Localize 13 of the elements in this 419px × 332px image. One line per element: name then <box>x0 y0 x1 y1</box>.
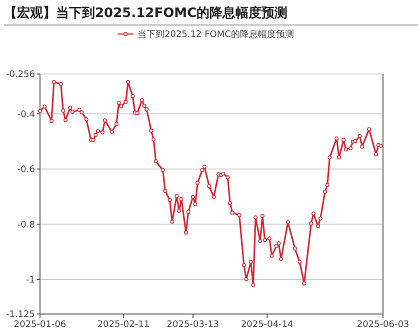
y-tick-label: -0.6 <box>17 165 36 176</box>
legend-label: 当下到2025.12 FOMC的降息幅度预测 <box>138 29 294 40</box>
x-tick-label: 2025-02-11 <box>97 320 150 330</box>
y-tick-label: -0.4 <box>17 110 36 120</box>
y-tick-label: -0.256 <box>6 70 36 80</box>
x-tick-label: 2025-04-14 <box>240 320 294 330</box>
y-tick-label: -0.8 <box>17 220 36 230</box>
chart-title: 【宏观】当下到2025.12FOMC的降息幅度预测 <box>4 5 288 21</box>
y-tick-label: -1 <box>26 276 35 286</box>
x-tick-label: 2025-01-06 <box>14 320 66 330</box>
y-tick-label: -1.125 <box>6 310 35 320</box>
x-tick-label: 2025-06-03 <box>356 320 410 330</box>
x-tick-label: 2025-03-13 <box>166 320 220 330</box>
